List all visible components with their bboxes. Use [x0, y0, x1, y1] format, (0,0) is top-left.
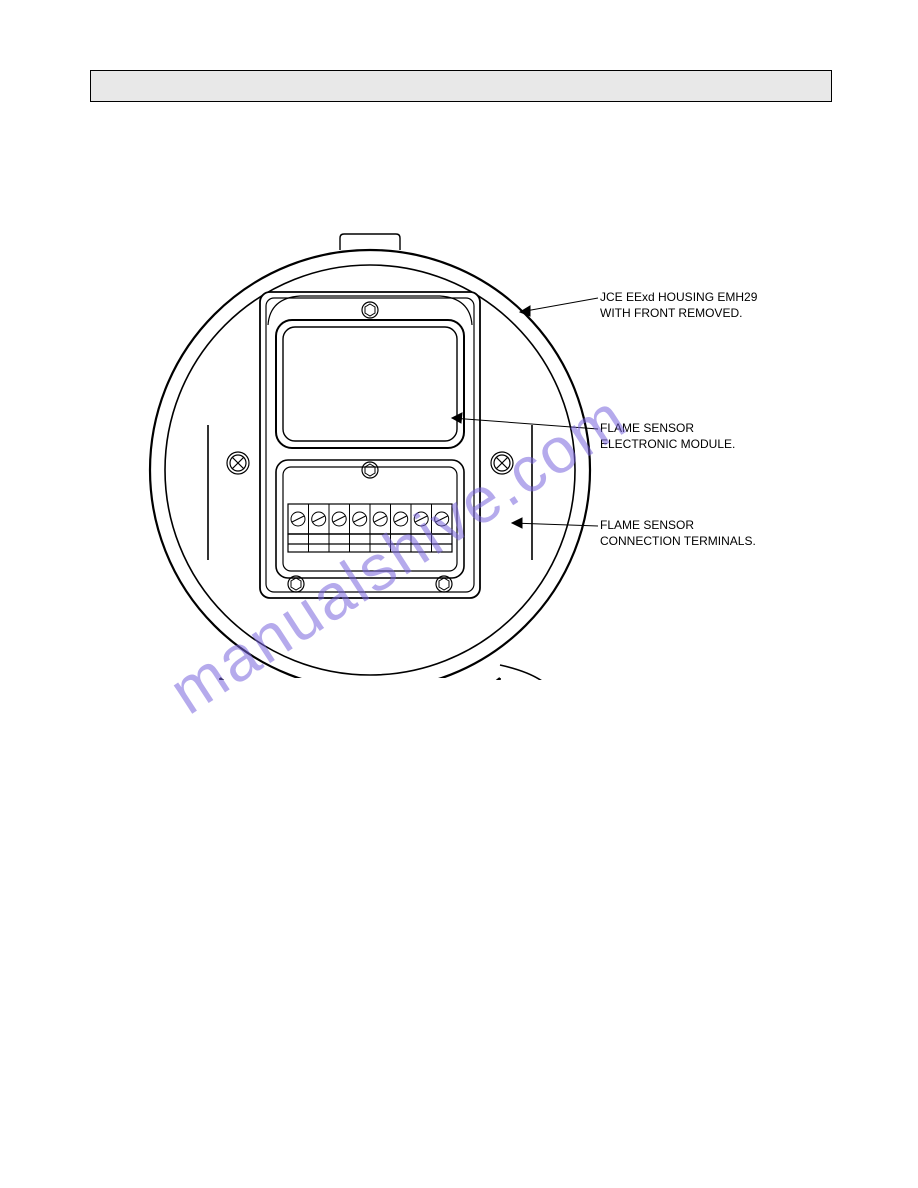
housing-base-box [220, 678, 500, 680]
label-module-line2: ELECTRONIC MODULE. [600, 437, 735, 453]
label-module-line1: FLAME SENSOR [600, 421, 735, 437]
electronic-module [260, 292, 480, 598]
label-module: FLAME SENSOR ELECTRONIC MODULE. [600, 421, 735, 452]
housing-top-nub [340, 234, 400, 250]
label-terminals: FLAME SENSOR CONNECTION TERMINALS. [600, 518, 756, 549]
label-housing-line2: WITH FRONT REMOVED. [600, 306, 757, 322]
diagram-svg [0, 120, 918, 680]
header-bar [90, 70, 832, 102]
housing-mount-tab [490, 665, 561, 680]
label-terminals-line2: CONNECTION TERMINALS. [600, 534, 756, 550]
label-terminals-line1: FLAME SENSOR [600, 518, 756, 534]
phillips-screw-right [491, 452, 513, 474]
label-housing: JCE EExd HOUSING EMH29 WITH FRONT REMOVE… [600, 290, 757, 321]
phillips-screw-left [227, 452, 249, 474]
label-housing-line1: JCE EExd HOUSING EMH29 [600, 290, 757, 306]
flame-sensor-diagram: JCE EExd HOUSING EMH29 WITH FRONT REMOVE… [0, 120, 918, 680]
